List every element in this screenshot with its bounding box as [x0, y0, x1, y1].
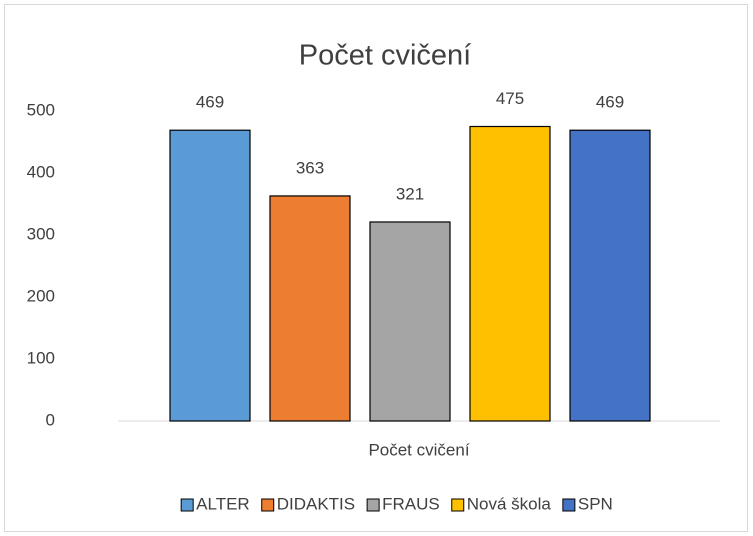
data-label: 321: [396, 184, 424, 203]
bar: [469, 125, 551, 422]
legend-swatch: [451, 498, 465, 512]
legend-label: Nová škola: [467, 494, 552, 513]
data-label: 469: [596, 93, 624, 112]
legend-swatch: [261, 498, 275, 512]
y-tick-label: 0: [46, 410, 55, 429]
y-tick-label: 200: [27, 286, 55, 305]
x-tick-label: Počet cvičení: [368, 440, 469, 459]
chart-title: Počet cvičení: [299, 40, 471, 72]
bar: [369, 221, 451, 422]
legend-swatch: [562, 498, 576, 512]
data-label: 475: [496, 89, 524, 108]
y-tick-label: 300: [27, 224, 55, 243]
data-label: 363: [296, 158, 324, 177]
legend-swatch: [180, 498, 194, 512]
bar: [169, 129, 251, 422]
y-tick-label: 500: [27, 100, 55, 119]
legend-label: DIDAKTIS: [277, 494, 355, 513]
bar: [269, 195, 351, 422]
y-tick-label: 400: [27, 162, 55, 181]
legend-label: FRAUS: [382, 494, 440, 513]
bar: [569, 129, 651, 422]
legend-swatch: [366, 498, 380, 512]
legend-label: SPN: [578, 494, 613, 513]
data-label: 469: [196, 93, 224, 112]
legend-label: ALTER: [196, 494, 250, 513]
y-tick-label: 100: [27, 348, 55, 367]
